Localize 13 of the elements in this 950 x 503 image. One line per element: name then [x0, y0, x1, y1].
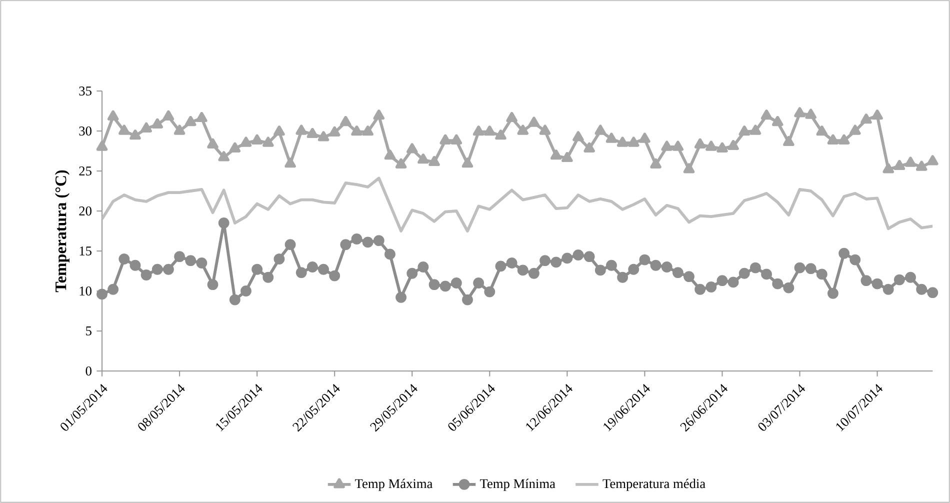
legend-label: Temperatura média [602, 478, 706, 491]
y-tick-label: 0 [86, 366, 92, 376]
y-tick-label: 25 [79, 166, 92, 176]
y-tick-label: 30 [79, 126, 92, 136]
y-tick-label: 5 [86, 326, 92, 336]
y-tick-label: 35 [79, 86, 92, 96]
line-series [102, 176, 933, 232]
legend-label: Temp Mínima [480, 478, 556, 491]
y-tick-label: 15 [80, 246, 92, 256]
y-axis-title: Temperatura (°C) [54, 170, 70, 292]
y-tick-label: 20 [79, 206, 92, 216]
legend-label: Temp Máxima [355, 478, 433, 491]
y-tick-label: 10 [80, 286, 92, 296]
